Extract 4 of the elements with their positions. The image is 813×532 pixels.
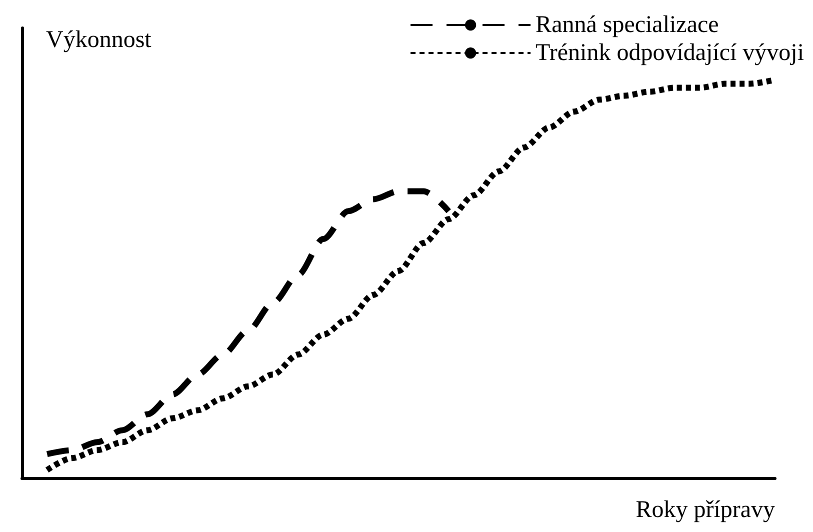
y-axis-title: Výkonnost [46,27,152,53]
legend-label: Ranná specializace [536,12,719,38]
legend-label: Trénink odpovídající vývoji [536,40,804,66]
x-axis-title: Roky přípravy [636,497,775,523]
